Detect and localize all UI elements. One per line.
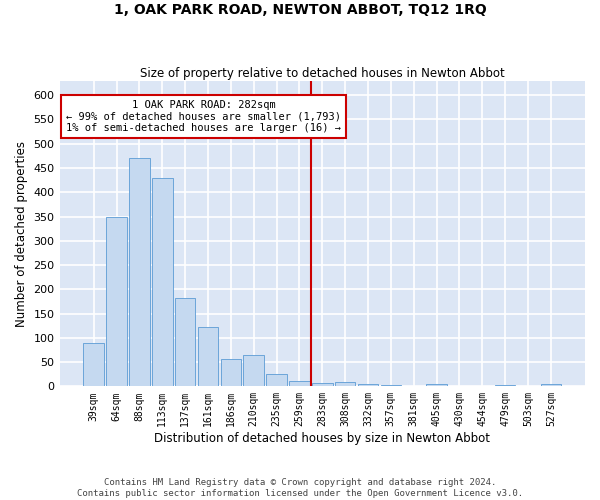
Bar (106, 218, 127, 386)
Text: 1 OAK PARK ROAD: 282sqm
← 99% of detached houses are smaller (1,793)
1% of semi-: 1 OAK PARK ROAD: 282sqm ← 99% of detache… (66, 100, 341, 134)
Y-axis label: Number of detached properties: Number of detached properties (15, 140, 28, 326)
Bar (289, 380, 310, 386)
Bar (541, 384, 561, 386)
X-axis label: Distribution of detached houses by size in Newton Abbot: Distribution of detached houses by size … (154, 432, 490, 445)
Text: Contains HM Land Registry data © Crown copyright and database right 2024.
Contai: Contains HM Land Registry data © Crown c… (77, 478, 523, 498)
Bar (244, 355, 264, 386)
Bar (426, 384, 447, 386)
Bar (129, 158, 150, 386)
Bar (335, 382, 355, 386)
Bar (312, 383, 332, 386)
Text: 1, OAK PARK ROAD, NEWTON ABBOT, TQ12 1RQ: 1, OAK PARK ROAD, NEWTON ABBOT, TQ12 1RQ (113, 2, 487, 16)
Bar (266, 374, 287, 386)
Bar (198, 327, 218, 386)
Bar (175, 298, 196, 386)
Bar (358, 384, 378, 386)
Bar (221, 358, 241, 386)
Bar (83, 342, 104, 386)
Bar (495, 385, 515, 386)
Title: Size of property relative to detached houses in Newton Abbot: Size of property relative to detached ho… (140, 66, 505, 80)
Bar (152, 178, 173, 386)
